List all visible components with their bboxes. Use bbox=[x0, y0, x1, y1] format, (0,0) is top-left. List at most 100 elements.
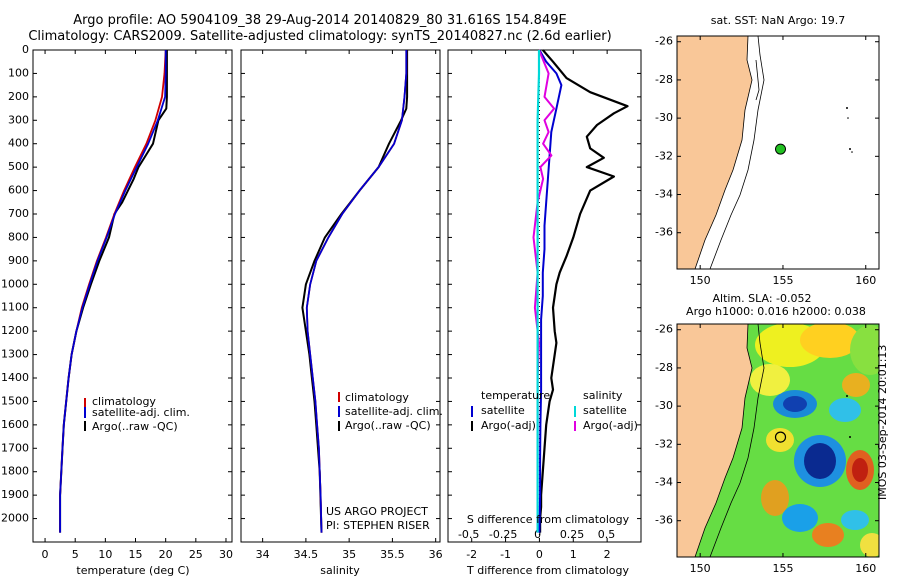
y-tick-label: 500 bbox=[8, 160, 29, 173]
map-y-tick-label: -30 bbox=[655, 399, 673, 412]
temperature-xlabel: temperature (deg C) bbox=[76, 564, 189, 577]
y-tick-label: 2000 bbox=[1, 512, 29, 525]
legend-label-temp-satellite: satellite bbox=[481, 404, 525, 417]
y-tick-label: 400 bbox=[8, 137, 29, 150]
sal-satellite-diff-line bbox=[536, 50, 541, 533]
y-tick-label: 1800 bbox=[1, 465, 29, 478]
salinity-x-tick-label: 35 bbox=[342, 548, 356, 561]
legend-label-argo: Argo(..raw -QC) bbox=[345, 419, 431, 432]
legend-label-climatology: climatology bbox=[345, 391, 409, 404]
map-y-tick-label: -28 bbox=[655, 361, 673, 374]
title-line-1: Argo profile: AO 5904109_38 29-Aug-2014 … bbox=[73, 13, 567, 28]
s-diff-x-tick-label: 0 bbox=[534, 528, 541, 541]
salinity-x-tick-label: 36 bbox=[429, 548, 443, 561]
temperature-legend: climatology satellite-adj. clim. Argo(..… bbox=[84, 395, 190, 433]
map-y-tick-label: -32 bbox=[655, 149, 673, 162]
map-x-tick-label: 155 bbox=[772, 562, 793, 575]
sst-map-panel: sat. SST: NaN Argo: 19.7 150 155 160 -26 -28… bbox=[655, 14, 880, 287]
temp-argo-diff-line bbox=[538, 49, 629, 533]
y-tick-label: 1900 bbox=[1, 488, 29, 501]
argo-float-marker bbox=[775, 143, 786, 155]
temperature-x-tick-label: 25 bbox=[189, 548, 203, 561]
pi-annotation: PI: STEPHEN RISER bbox=[326, 519, 430, 532]
y-tick-label: 100 bbox=[8, 66, 29, 79]
map-y-tick-label: -36 bbox=[655, 226, 673, 239]
title-line-2: Climatology: CARS2009. Satellite-adjuste… bbox=[28, 29, 612, 44]
island bbox=[846, 107, 848, 109]
map-y-tick-label: -32 bbox=[655, 437, 673, 450]
y-tick-label: 800 bbox=[8, 230, 29, 243]
legend-label-satellite: satellite-adj. clim. bbox=[92, 406, 190, 419]
legend-header-salinity: salinity bbox=[583, 389, 623, 402]
map-y-tick-label: -36 bbox=[655, 514, 673, 527]
y-tick-label: 1300 bbox=[1, 348, 29, 361]
temperature-x-tick-label: 15 bbox=[129, 548, 143, 561]
map-y-tick-label: -26 bbox=[655, 35, 673, 48]
map-x-tick-label: 150 bbox=[690, 562, 711, 575]
difference-panel: -2 -1 0 1 2 -0.5 -0.25 0 0.25 0.5 temperature sal… bbox=[447, 49, 642, 577]
s-difference-label: S difference from climatology bbox=[467, 513, 630, 526]
y-tick-label: 1000 bbox=[1, 277, 29, 290]
legend-header-temperature: temperature bbox=[481, 389, 550, 402]
salinity-xlabel: salinity bbox=[320, 564, 360, 577]
shelf-contour-inner bbox=[755, 59, 760, 101]
legend-label-sal-argo: Argo(-adj) bbox=[583, 419, 638, 432]
legend-label-sal-satellite: satellite bbox=[583, 404, 627, 417]
y-tick-label: 600 bbox=[8, 184, 29, 197]
map-y-tick-label: -34 bbox=[655, 476, 673, 489]
y-tick-label: 1600 bbox=[1, 418, 29, 431]
project-annotation: US ARGO PROJECT bbox=[326, 505, 428, 518]
temperature-x-tick-label: 30 bbox=[219, 548, 233, 561]
map-y-tick-label: -26 bbox=[655, 323, 673, 336]
shelf-contour bbox=[709, 36, 765, 269]
legend-label-temp-argo: Argo(-adj) bbox=[481, 419, 536, 432]
island bbox=[849, 148, 851, 150]
salinity-x-tick-label: 34.5 bbox=[294, 548, 319, 561]
s-diff-x-tick-label: -0.5 bbox=[458, 528, 479, 541]
sla-map-panel: Altim. SLA: -0.052 Argo h1000: 0.016 h20… bbox=[655, 292, 880, 575]
y-tick-label: 300 bbox=[8, 113, 29, 126]
sst-map-frame bbox=[676, 35, 880, 270]
temperature-x-tick-label: 5 bbox=[72, 548, 79, 561]
island bbox=[851, 151, 853, 153]
t-diff-x-tick-label: 0 bbox=[536, 548, 543, 561]
island bbox=[847, 117, 849, 119]
map-x-tick-label: 160 bbox=[855, 274, 876, 287]
y-tick-label: 1100 bbox=[1, 301, 29, 314]
temperature-axes-frame bbox=[32, 49, 233, 543]
salinity-axes-frame bbox=[240, 49, 441, 543]
y-tick-label: 1400 bbox=[1, 371, 29, 384]
sst-map-title: sat. SST: NaN Argo: 19.7 bbox=[711, 14, 845, 27]
y-tick-label: 1500 bbox=[1, 394, 29, 407]
t-diff-x-tick-label: 1 bbox=[570, 548, 577, 561]
temperature-x-tick-label: 0 bbox=[42, 548, 49, 561]
salinity-x-tick-label: 35.5 bbox=[380, 548, 405, 561]
difference-axes-frame bbox=[447, 49, 642, 543]
y-tick-label: 1200 bbox=[1, 324, 29, 337]
y-tick-label: 700 bbox=[8, 207, 29, 220]
y-tick-label: 1700 bbox=[1, 441, 29, 454]
land-mass bbox=[677, 36, 753, 269]
temperature-x-tick-label: 20 bbox=[159, 548, 173, 561]
s-diff-x-tick-label: 0.25 bbox=[560, 528, 585, 541]
salinity-x-tick-label: 34 bbox=[256, 548, 270, 561]
land-mass bbox=[677, 324, 753, 557]
t-diff-x-tick-label: -1 bbox=[500, 548, 511, 561]
sla-field bbox=[677, 324, 879, 557]
sla-map-frame bbox=[676, 323, 880, 558]
y-tick-label: 900 bbox=[8, 254, 29, 267]
sla-map-title-1: Altim. SLA: -0.052 bbox=[712, 292, 811, 305]
map-y-tick-label: -30 bbox=[655, 111, 673, 124]
temp-satellite-diff-line bbox=[538, 49, 563, 533]
map-x-tick-label: 155 bbox=[772, 274, 793, 287]
y-tick-label: 200 bbox=[8, 90, 29, 103]
s-diff-x-tick-label: 0.5 bbox=[598, 528, 616, 541]
y-tick-label: 0 bbox=[22, 43, 29, 56]
salinity-panel: 34 34.5 35 35.5 36 climatology satellite-adj… bbox=[240, 49, 443, 577]
argo-float-marker bbox=[774, 431, 787, 443]
salinity-legend: climatology satellite-adj. clim. Argo(..… bbox=[338, 391, 443, 432]
s-diff-x-tick-label: -0.25 bbox=[489, 528, 517, 541]
legend-label-climatology: climatology bbox=[92, 395, 156, 408]
t-diff-x-tick-label: 2 bbox=[604, 548, 611, 561]
map-x-tick-label: 160 bbox=[855, 562, 876, 575]
